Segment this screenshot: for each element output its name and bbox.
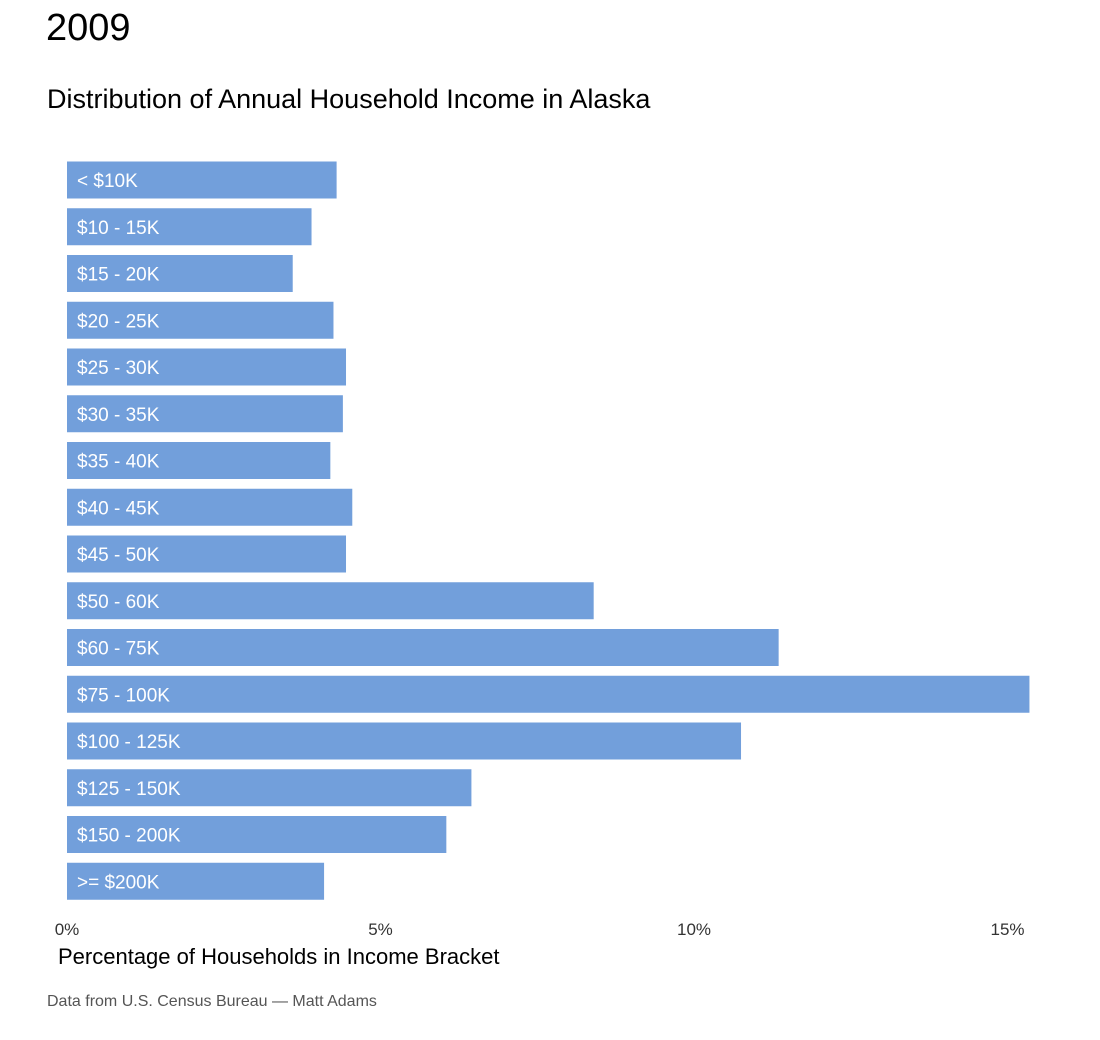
- bar: [67, 535, 347, 573]
- bar-category-label: $50 - 60K: [77, 592, 160, 613]
- bar-category-label: < $10K: [77, 171, 138, 192]
- bar: [67, 395, 343, 433]
- bar: [67, 348, 347, 386]
- bar: [67, 161, 337, 199]
- x-tick-label: 10%: [677, 920, 711, 939]
- bar-category-label: $20 - 25K: [77, 311, 160, 332]
- bar: [67, 629, 779, 666]
- bar-category-label: $45 - 50K: [77, 545, 160, 566]
- bar: [67, 862, 325, 900]
- x-axis-label: Percentage of Households in Income Brack…: [58, 944, 500, 969]
- bar: [67, 722, 742, 760]
- bar: [67, 208, 312, 246]
- bar-category-label: $35 - 40K: [77, 452, 160, 473]
- bar: [67, 816, 447, 853]
- bar: [67, 675, 1030, 713]
- bar: [67, 255, 293, 292]
- bar-category-label: $150 - 200K: [77, 826, 181, 847]
- bar-category-label: >= $200K: [77, 872, 160, 893]
- bar-category-label: $125 - 150K: [77, 779, 181, 800]
- chart-subtitle: Distribution of Annual Household Income …: [47, 84, 651, 114]
- bar-category-label: $30 - 35K: [77, 405, 160, 426]
- bar: [67, 442, 331, 479]
- x-tick-label: 15%: [990, 920, 1024, 939]
- bar-category-label: $60 - 75K: [77, 639, 160, 660]
- bar: [67, 301, 334, 339]
- chart-year-title: 2009: [46, 7, 131, 49]
- source-credit: Data from U.S. Census Bureau — Matt Adam…: [47, 993, 377, 1010]
- bar-category-label: $25 - 30K: [77, 358, 160, 379]
- bar: [67, 488, 353, 526]
- bar-category-label: $75 - 100K: [77, 685, 170, 706]
- bar-category-label: $100 - 125K: [77, 732, 181, 753]
- bars-group: < $10K $10 - 15K $15 - 20K $20 - 25K $25 - 3…: [67, 161, 1030, 900]
- bar-category-label: $15 - 20K: [77, 265, 160, 286]
- bar: [67, 769, 472, 807]
- bar-category-label: $40 - 45K: [77, 498, 160, 519]
- x-tick-label: 5%: [368, 920, 393, 939]
- bar-category-label: $10 - 15K: [77, 218, 160, 239]
- x-axis-ticks: 0% 5% 10% 15%: [55, 920, 1025, 939]
- x-tick-label: 0%: [55, 920, 80, 939]
- bar: [67, 582, 594, 620]
